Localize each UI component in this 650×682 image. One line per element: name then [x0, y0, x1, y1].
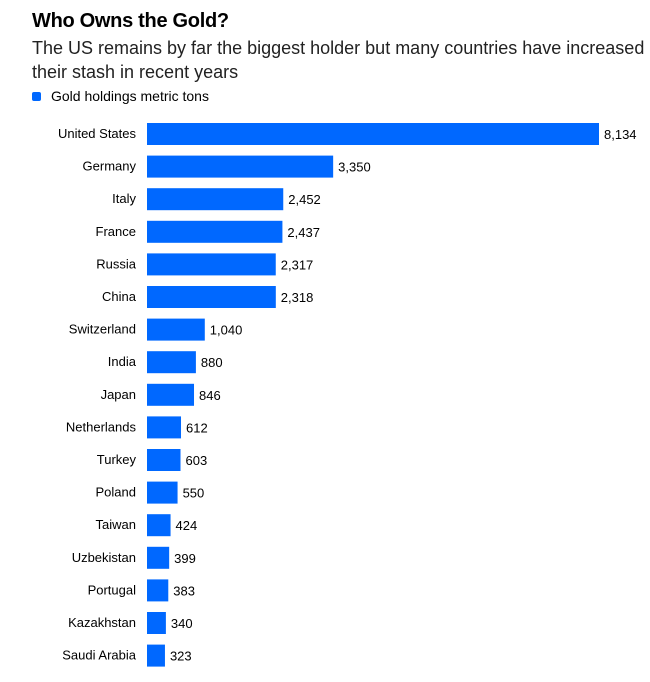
value-label: 846: [199, 388, 221, 403]
value-label: 383: [173, 583, 195, 598]
category-label: India: [108, 354, 137, 369]
legend-swatch: [32, 91, 41, 101]
value-label: 550: [183, 486, 205, 501]
value-label: 880: [201, 355, 223, 370]
category-label: Italy: [112, 191, 136, 206]
category-label: Netherlands: [66, 419, 137, 434]
value-label: 2,317: [281, 257, 314, 272]
bar: [147, 318, 205, 341]
category-label: Saudi Arabia: [62, 648, 136, 663]
legend: Gold holdings metric tons: [32, 88, 209, 104]
value-label: 2,437: [287, 225, 320, 240]
value-label: 612: [186, 420, 208, 435]
bar: [147, 220, 283, 243]
value-label: 1,040: [210, 323, 243, 338]
bar: [147, 546, 170, 569]
bar: [147, 286, 276, 308]
category-label: Uzbekistan: [72, 550, 136, 565]
value-label: 2,452: [288, 192, 321, 207]
value-label: 603: [186, 453, 208, 468]
bar: [147, 188, 284, 211]
value-label: 340: [171, 616, 193, 631]
chart-subtitle: The US remains by far the biggest holder…: [32, 38, 645, 82]
bar: [147, 514, 171, 537]
category-label: Poland: [96, 485, 136, 500]
category-label: United States: [58, 126, 137, 141]
category-label: Taiwan: [96, 517, 136, 532]
chart-title: Who Owns the Gold?: [32, 10, 229, 32]
category-label: China: [102, 289, 137, 304]
value-label: 424: [176, 518, 198, 533]
value-label: 399: [174, 551, 196, 566]
bar: [147, 351, 196, 374]
legend-label: Gold holdings metric tons: [51, 88, 209, 104]
bar: [147, 579, 169, 602]
bar: [147, 416, 182, 439]
bar: [147, 383, 195, 406]
category-label: Switzerland: [69, 322, 136, 337]
bar: [147, 449, 181, 471]
bar: [147, 253, 276, 276]
bar: [147, 481, 178, 504]
category-label: Russia: [96, 256, 137, 271]
value-label: 8,134: [604, 127, 637, 142]
category-label: Japan: [101, 387, 136, 402]
category-label: Kazakhstan: [68, 615, 136, 630]
value-label: 2,318: [281, 290, 314, 305]
bar: [147, 612, 166, 634]
bar: [147, 123, 599, 145]
category-label: Turkey: [97, 452, 137, 467]
value-label: 3,350: [338, 160, 371, 175]
bar: [147, 155, 334, 178]
value-label: 323: [170, 649, 192, 664]
category-label: Portugal: [88, 582, 137, 597]
category-label: France: [96, 224, 136, 239]
category-label: Germany: [83, 159, 137, 174]
bar: [147, 644, 165, 667]
